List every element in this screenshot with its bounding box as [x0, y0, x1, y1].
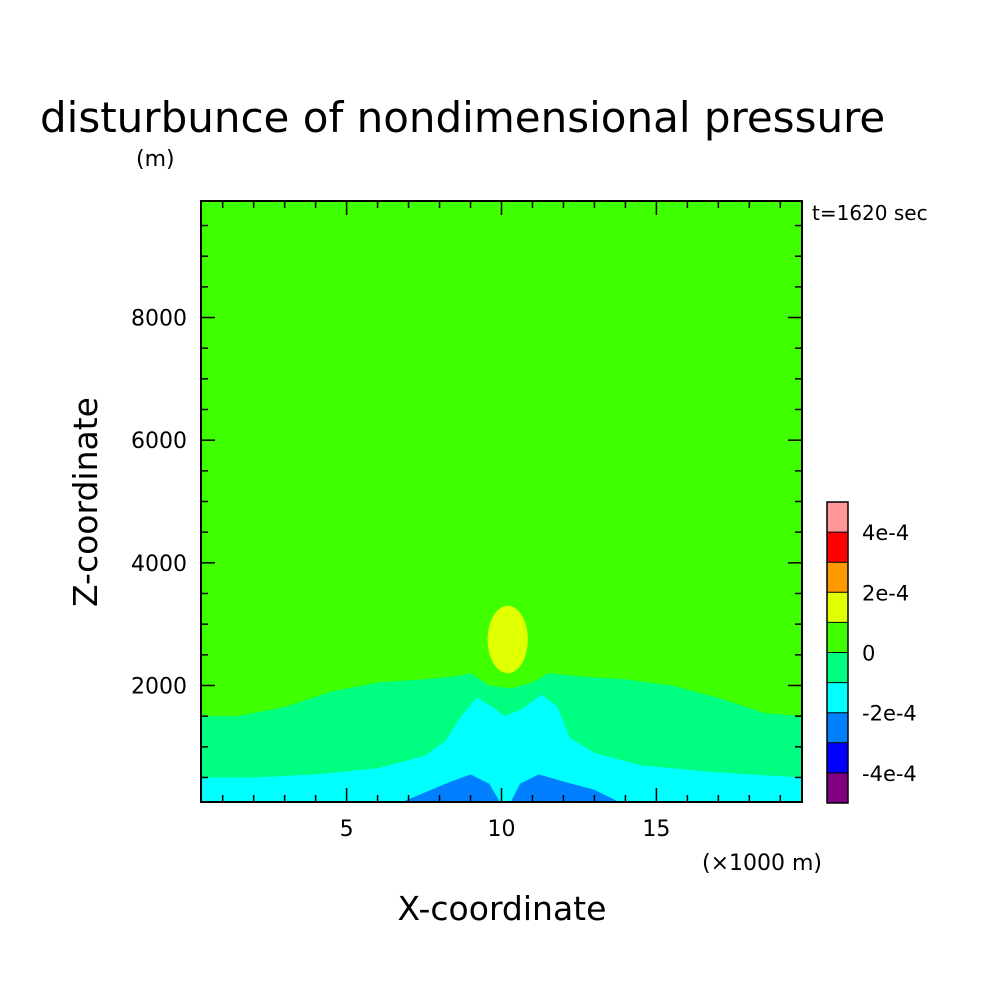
contour-region-3 [402, 774, 620, 802]
axis-ticks: 5 10 15 2000 4000 6000 8000 [131, 201, 802, 842]
x-axis-unit: (×1000 m) [702, 851, 822, 876]
x-axis-label: X-coordinate [398, 889, 607, 928]
colorbar-swatch [827, 742, 848, 773]
contour-region-2 [201, 694, 802, 802]
colorbar-tick-label: -4e-4 [862, 762, 917, 786]
contour-layers [201, 201, 802, 802]
y-tick-label: 4000 [131, 552, 187, 577]
colorbar: 4e-4 2e-4 0 -2e-4 -4e-4 [826, 501, 917, 804]
x-tick-label: 5 [340, 817, 354, 842]
colorbar-tick-label: 4e-4 [862, 521, 909, 545]
y-tick-label: 2000 [131, 674, 187, 699]
colorbar-swatch [827, 502, 848, 533]
colorbar-swatch [827, 772, 848, 803]
y-tick-label: 8000 [131, 307, 187, 332]
colorbar-swatch [827, 562, 848, 593]
colorbar-tick-label: 2e-4 [862, 581, 909, 605]
chart-title-unit: (m) [136, 147, 175, 172]
colorbar-swatch [827, 682, 848, 713]
colorbar-swatch [827, 592, 848, 623]
colorbar-tick-label: 0 [862, 642, 875, 666]
x-tick-label: 10 [488, 817, 516, 842]
chart-title: disturbunce of nondimensional pressure [40, 93, 885, 142]
colorbar-swatch [827, 652, 848, 683]
time-label: t=1620 sec [812, 201, 928, 225]
contour-region-positive-blob [487, 605, 528, 674]
colorbar-tick-label: -2e-4 [862, 702, 917, 726]
colorbar-swatch [827, 532, 848, 563]
colorbar-swatch [827, 712, 848, 743]
colorbar-swatch [827, 622, 848, 653]
y-axis-label: Z-coordinate [66, 397, 105, 607]
y-tick-label: 6000 [131, 429, 187, 454]
x-tick-label: 15 [642, 817, 670, 842]
